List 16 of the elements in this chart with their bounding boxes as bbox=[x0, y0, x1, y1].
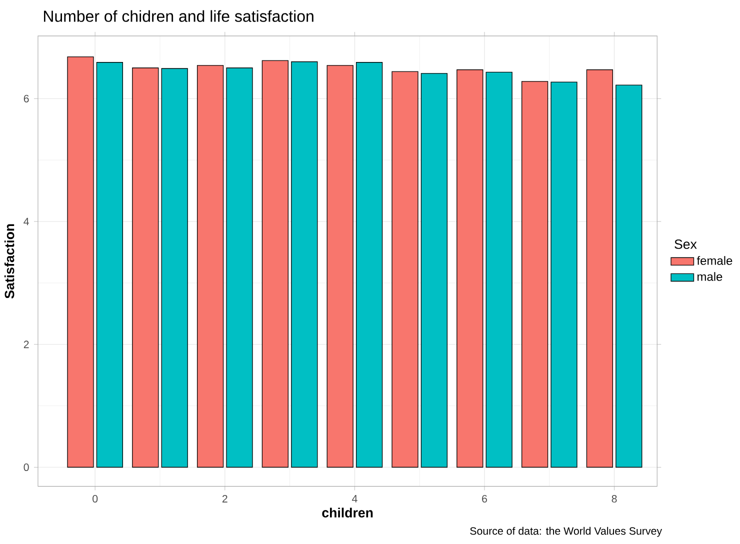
source-note: Source of data: the World Values Survey bbox=[470, 526, 662, 537]
x-tick-label: 8 bbox=[612, 494, 617, 502]
x-axis-title: children bbox=[322, 508, 373, 518]
y-tick-label: 0 bbox=[24, 463, 29, 471]
legend-title: Sex bbox=[674, 239, 697, 249]
legend-label: male bbox=[698, 272, 722, 281]
chart-title: Number of chidren and life satisfaction bbox=[44, 10, 314, 22]
x-tick-label: 4 bbox=[352, 494, 358, 502]
y-tick-label: 6 bbox=[24, 94, 29, 102]
y-axis-title: Satisfaction bbox=[4, 224, 14, 298]
y-tick-label: 4 bbox=[24, 218, 29, 226]
x-tick-label: 2 bbox=[222, 494, 228, 502]
x-tick-label: 0 bbox=[92, 494, 98, 502]
x-tick-label: 6 bbox=[482, 494, 487, 502]
y-tick-label: 2 bbox=[24, 340, 29, 348]
legend-label: female bbox=[696, 256, 732, 265]
